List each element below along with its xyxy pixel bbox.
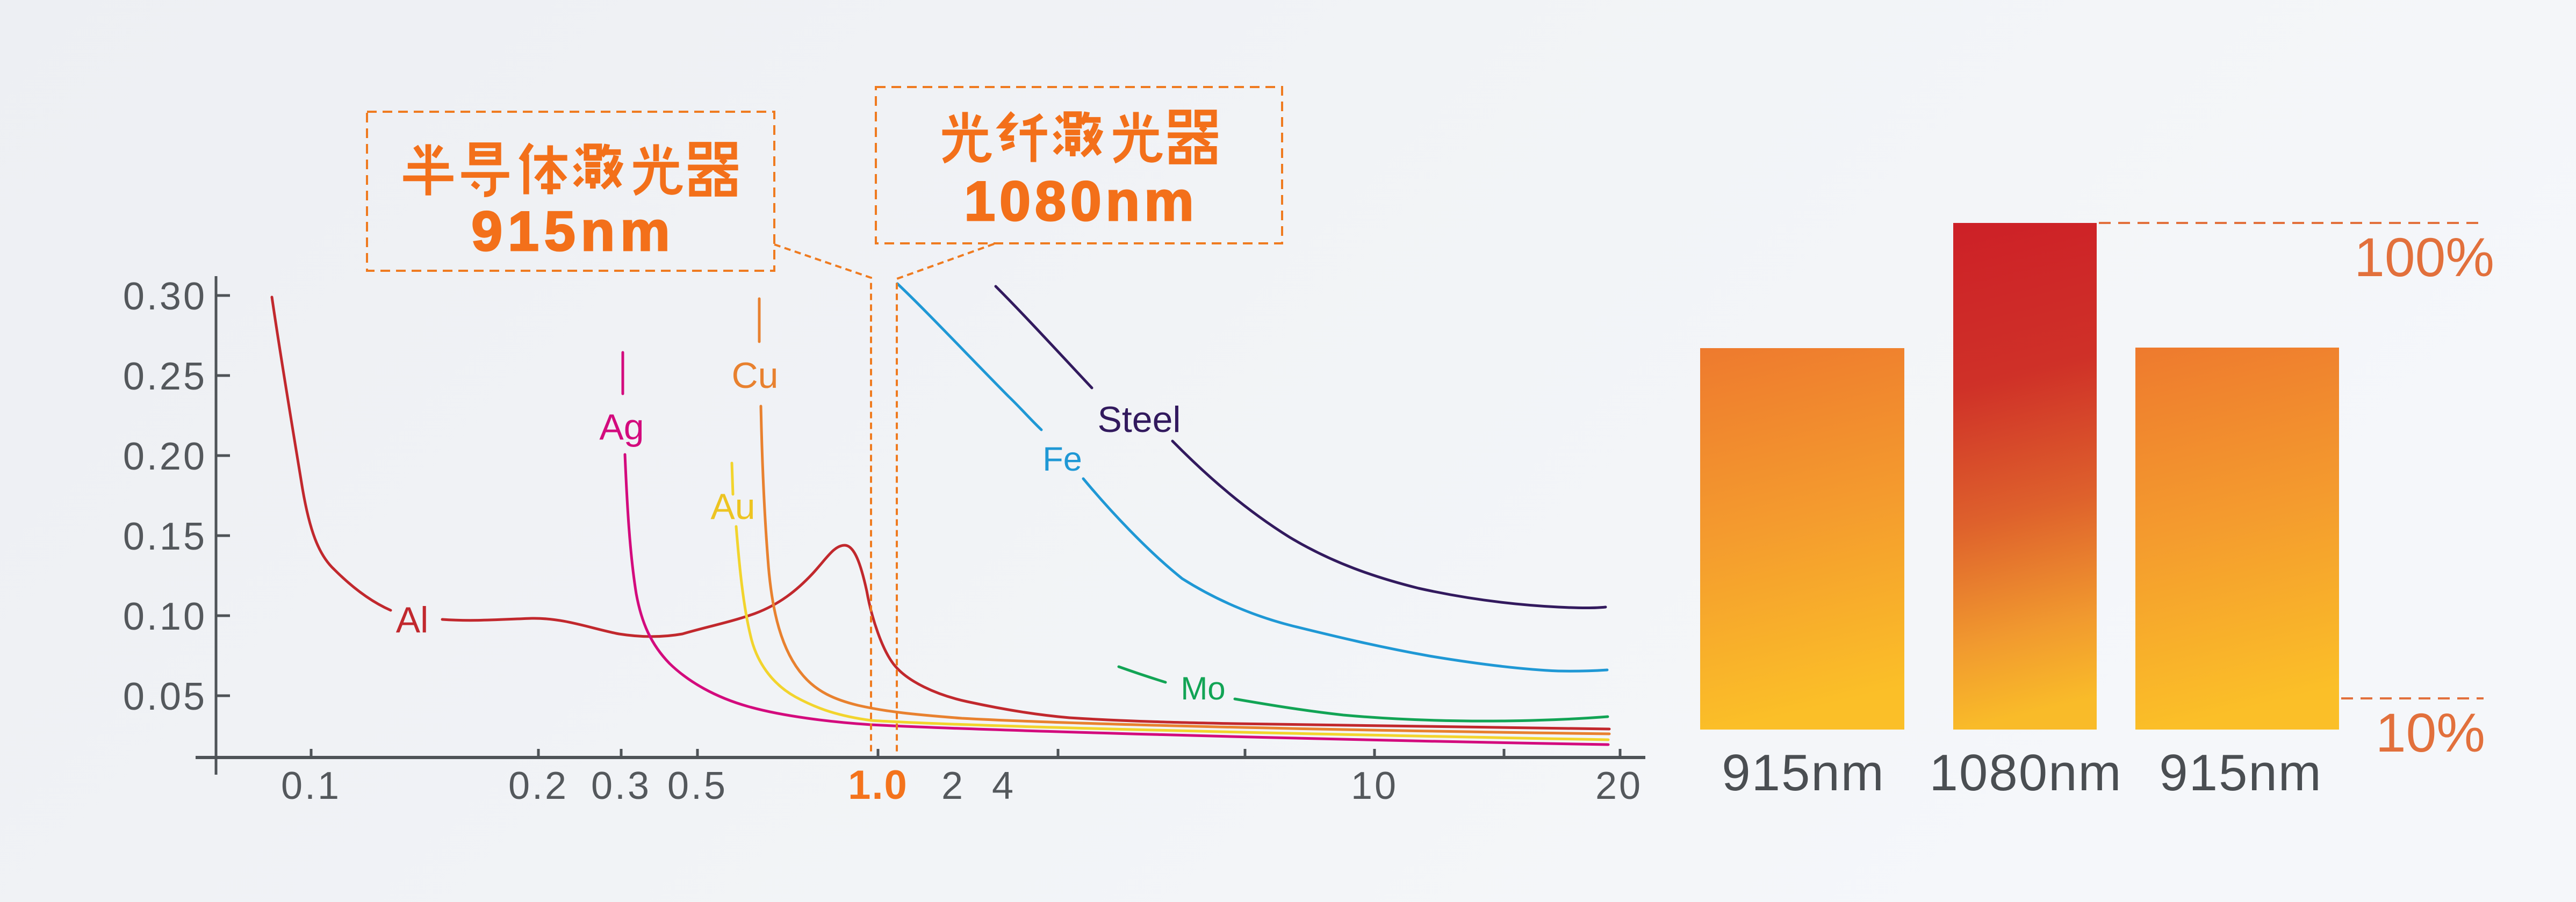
svg-text:1080nm: 1080nm (1930, 744, 2122, 802)
svg-text:10%: 10% (2376, 702, 2485, 763)
svg-text:Au: Au (710, 486, 755, 527)
svg-text:10: 10 (1351, 764, 1398, 807)
svg-text:1.0: 1.0 (848, 762, 908, 808)
svg-text:0.20: 0.20 (123, 435, 207, 478)
svg-text:915nm: 915nm (2159, 744, 2322, 802)
svg-text:0.3: 0.3 (591, 764, 651, 807)
svg-text:Fe: Fe (1042, 441, 1082, 478)
svg-text:Ag: Ag (599, 407, 644, 448)
svg-text:1080nm: 1080nm (964, 170, 1198, 233)
svg-text:100%: 100% (2354, 227, 2494, 288)
svg-text:Al: Al (396, 600, 428, 640)
svg-text:0.2: 0.2 (508, 764, 569, 807)
svg-text:915nm: 915nm (1722, 744, 1885, 802)
svg-text:915nm: 915nm (471, 200, 675, 263)
svg-text:Cu: Cu (732, 355, 779, 396)
svg-text:4: 4 (992, 764, 1016, 807)
svg-text:20: 20 (1595, 764, 1643, 807)
svg-text:0.25: 0.25 (123, 355, 207, 398)
svg-text:Mo: Mo (1181, 670, 1225, 706)
svg-text:0.05: 0.05 (123, 675, 207, 718)
svg-text:0.5: 0.5 (667, 764, 728, 807)
svg-text:Steel: Steel (1098, 399, 1181, 440)
svg-text:0.1: 0.1 (281, 764, 341, 807)
svg-text:2: 2 (941, 764, 965, 807)
svg-text:0.10: 0.10 (123, 595, 207, 638)
svg-text:0.15: 0.15 (123, 515, 207, 558)
svg-text:0.30: 0.30 (123, 275, 207, 318)
